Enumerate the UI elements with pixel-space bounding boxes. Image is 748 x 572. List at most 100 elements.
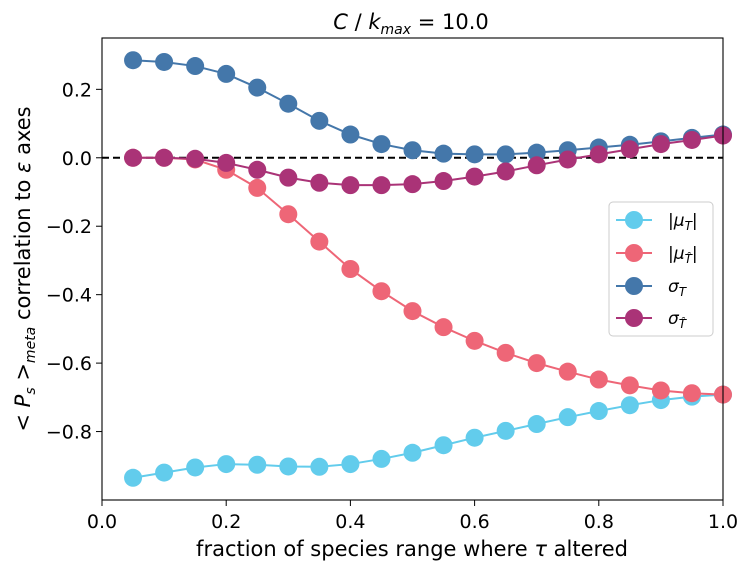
data-point-mu-that — [279, 205, 298, 224]
data-point-mu-t — [496, 421, 515, 440]
y-tick-label: −0.4 — [46, 285, 92, 307]
data-point-mu-t — [403, 443, 422, 462]
data-point-sigma-that — [403, 175, 422, 194]
data-point-sigma-that — [434, 172, 453, 191]
data-point-sigma-t — [527, 143, 546, 162]
data-point-mu-that — [434, 318, 453, 337]
y-tick-label: −0.2 — [46, 216, 92, 238]
legend-entry-sigma-that: σT̂ — [616, 309, 688, 331]
legend-marker-sigma-that — [625, 309, 643, 327]
data-point-sigma-t — [279, 94, 298, 113]
data-point-sigma-t — [341, 125, 360, 144]
data-point-mu-t — [434, 436, 453, 455]
data-point-sigma-t — [372, 135, 391, 154]
data-point-sigma-t — [403, 141, 422, 160]
data-point-mu-t — [620, 396, 639, 415]
data-point-mu-that — [310, 232, 329, 251]
legend: |μT| |μT̂| σT σT̂ — [608, 201, 714, 337]
data-point-mu-t — [341, 455, 360, 474]
data-point-mu-that — [651, 381, 670, 400]
x-axis-label: fraction of species range where τ altere… — [196, 537, 628, 561]
data-point-sigma-that — [248, 160, 267, 179]
data-point-mu-t — [465, 428, 484, 447]
x-tick-label: 1.0 — [708, 511, 738, 533]
data-point-sigma-that — [589, 145, 608, 164]
data-point-mu-t — [248, 455, 267, 474]
series-mu-t — [124, 385, 732, 487]
data-point-sigma-t — [155, 52, 174, 71]
data-point-mu-that — [589, 370, 608, 389]
legend-entry-sigma-t: σT — [616, 277, 688, 299]
data-point-sigma-t — [465, 145, 484, 164]
data-point-mu-t — [155, 463, 174, 482]
data-point-mu-t — [527, 415, 546, 434]
data-point-sigma-that — [682, 130, 701, 149]
y-tick-label: 0.2 — [62, 79, 92, 101]
series-group — [124, 51, 732, 487]
plot-frame — [101, 37, 724, 501]
legend-entry-mu-that: |μT̂| — [616, 244, 698, 266]
data-point-mu-that — [558, 362, 577, 381]
data-point-mu-t — [186, 458, 205, 477]
data-point-mu-t — [372, 449, 391, 468]
data-point-mu-that — [403, 302, 422, 321]
x-tick-label: 0.4 — [335, 511, 365, 533]
data-point-mu-that — [620, 376, 639, 395]
data-point-mu-that — [682, 384, 701, 403]
data-point-mu-that — [496, 343, 515, 362]
legend-marker-sigma-t — [625, 277, 643, 295]
data-point-sigma-that — [310, 173, 329, 192]
data-point-mu-that — [372, 282, 391, 301]
chart-title: C / kmax = 10.0 — [333, 10, 489, 38]
data-point-sigma-that — [186, 149, 205, 168]
legend-box — [608, 201, 714, 337]
legend-label-mu-t: |μT| — [668, 211, 698, 233]
data-point-sigma-t — [496, 145, 515, 164]
data-point-mu-that — [341, 260, 360, 278]
data-point-mu-t — [124, 468, 143, 487]
data-point-sigma-that — [651, 135, 670, 154]
data-point-sigma-that — [124, 148, 143, 167]
x-tick-label: 0.6 — [459, 511, 489, 533]
data-point-mu-t — [217, 455, 236, 474]
data-point-mu-t — [558, 408, 577, 427]
data-point-sigma-that — [465, 167, 484, 186]
data-point-sigma-that — [620, 140, 639, 159]
data-point-mu-t — [310, 457, 329, 476]
data-point-mu-t — [589, 402, 608, 421]
data-point-sigma-that — [558, 150, 577, 169]
data-point-sigma-that — [372, 176, 391, 195]
data-point-sigma-t — [217, 64, 236, 83]
data-point-sigma-t — [434, 144, 453, 163]
data-point-sigma-that — [279, 168, 298, 187]
data-point-sigma-that — [341, 176, 360, 195]
data-point-sigma-t — [248, 78, 267, 97]
data-point-sigma-t — [124, 51, 143, 70]
data-point-sigma-that — [155, 148, 174, 167]
data-point-mu-that — [465, 331, 484, 350]
legend-label-sigma-that: σT̂ — [668, 309, 688, 331]
data-point-sigma-that — [527, 156, 546, 175]
legend-label-mu-that: |μT̂| — [668, 244, 698, 266]
data-point-mu-that — [248, 178, 267, 197]
y-tick-label: 0.0 — [62, 148, 92, 170]
data-point-mu-t — [279, 457, 298, 476]
x-axis-ticks: 0.0 0.2 0.4 0.6 0.8 1.0 — [87, 500, 738, 533]
data-point-sigma-t — [310, 111, 329, 130]
legend-marker-mu-that — [625, 244, 643, 262]
data-point-sigma-that — [496, 162, 515, 181]
x-tick-label: 0.2 — [211, 511, 241, 533]
series-sigma-that — [124, 126, 732, 195]
data-point-sigma-that — [217, 153, 236, 172]
y-axis-ticks: 0.2 0.0 −0.2 −0.4 −0.6 −0.8 — [46, 79, 102, 444]
x-tick-label: 0.8 — [584, 511, 614, 533]
legend-marker-mu-t — [625, 211, 643, 229]
data-point-sigma-t — [186, 57, 205, 76]
y-tick-label: −0.6 — [46, 353, 92, 375]
y-tick-label: −0.8 — [46, 422, 92, 444]
y-axis-label: < Ps >meta correlation to ε axes — [11, 106, 39, 431]
data-point-mu-that — [527, 354, 546, 373]
x-tick-label: 0.0 — [87, 511, 117, 533]
legend-label-sigma-t: σT — [668, 277, 688, 299]
